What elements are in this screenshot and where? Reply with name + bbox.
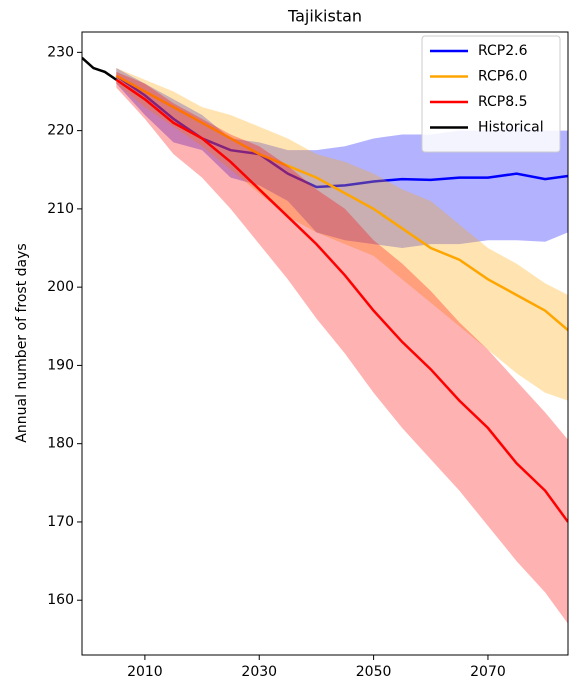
x-tick-label: 2010 [127, 664, 163, 680]
y-tick-label: 160 [47, 592, 74, 608]
x-tick-label: 2070 [470, 664, 506, 680]
y-axis-label: Annual number of frost days [14, 243, 30, 442]
series-line [115, 74, 568, 332]
legend-label: RCP2.6 [478, 43, 528, 59]
y-tick-label: 210 [47, 201, 74, 217]
uncertainty-band [116, 68, 568, 401]
y-tick-label: 230 [47, 44, 74, 60]
plot-area [82, 56, 568, 624]
legend-box [421, 35, 561, 153]
y-tick-label: 170 [47, 514, 74, 530]
uncertainty-band [116, 68, 568, 249]
uncertainty-band [116, 71, 568, 624]
y-tick-label: 220 [47, 123, 74, 139]
series-line [82, 56, 118, 81]
legend-label: RCP8.5 [478, 94, 528, 110]
legend-label: RCP6.0 [478, 69, 528, 85]
plot-frame [81, 31, 569, 656]
y-tick-label: 200 [47, 279, 74, 295]
x-tick-label: 2030 [241, 664, 277, 680]
chart-title: Tajikistan [287, 7, 362, 26]
x-tick-label: 2050 [356, 664, 392, 680]
y-tick-label: 180 [47, 436, 74, 452]
series-line [115, 78, 568, 523]
legend-label: Historical [478, 120, 544, 136]
y-tick-label: 190 [47, 357, 74, 373]
